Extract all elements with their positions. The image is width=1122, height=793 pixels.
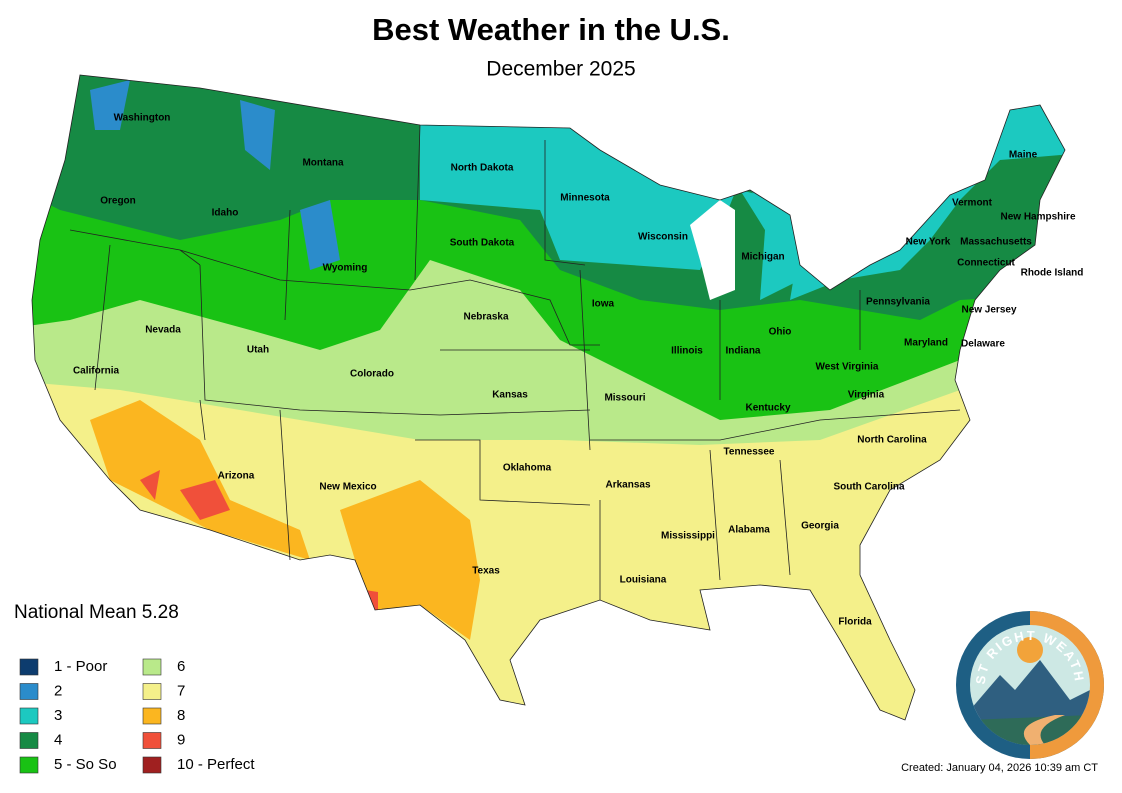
state-label: Idaho <box>212 208 239 219</box>
legend-label: 2 <box>54 682 62 699</box>
legend-label: 7 <box>177 682 185 699</box>
legend-swatch <box>142 683 162 700</box>
state-label: Michigan <box>741 252 784 263</box>
region-8 <box>90 400 480 640</box>
state-label: New Jersey <box>961 305 1016 316</box>
region-9 <box>140 470 378 615</box>
state-label: Arizona <box>218 471 255 482</box>
legend-swatch <box>19 683 39 700</box>
legend-swatch <box>19 707 39 725</box>
state-label: Texas <box>472 566 500 577</box>
state-label: Montana <box>302 158 344 169</box>
state-label: Tennessee <box>724 447 775 458</box>
state-label: Wyoming <box>323 263 368 274</box>
legend-swatch <box>19 658 39 676</box>
legend-label: 1 - Poor <box>54 658 107 675</box>
national-mean: National Mean 5.28 <box>14 602 179 623</box>
state-label: Vermont <box>952 198 993 209</box>
lake-michigan <box>690 200 735 300</box>
legend-swatch <box>142 732 162 749</box>
state-label: Kansas <box>492 390 528 401</box>
state-label: Oregon <box>100 196 136 207</box>
logo-path <box>1023 715 1065 745</box>
legend-label: 10 - Perfect <box>177 756 255 773</box>
state-label: Florida <box>838 617 872 628</box>
subtitle: December 2025 <box>486 58 635 81</box>
legend-label: 8 <box>177 707 185 724</box>
legend-label: 6 <box>177 658 185 675</box>
state-label: North Carolina <box>857 435 927 446</box>
state-label: Pennsylvania <box>866 297 930 308</box>
state-label: Maine <box>1009 150 1038 161</box>
state-label: Louisiana <box>620 575 667 586</box>
state-label: Nebraska <box>463 312 508 323</box>
state-label: Maryland <box>904 338 948 349</box>
logo-sun <box>1017 637 1043 663</box>
state-labels: Washington Montana North Dakota Minnesota Ma… <box>73 113 1083 628</box>
legend-swatch <box>142 658 162 676</box>
state-label: Iowa <box>592 299 615 310</box>
state-label: California <box>73 366 120 377</box>
region-3-michigan <box>740 190 800 300</box>
state-label: Massachusetts <box>960 237 1032 248</box>
state-label: Nevada <box>145 325 181 336</box>
us-outline <box>31 74 1066 721</box>
state-label: Missouri <box>604 393 645 404</box>
state-lines <box>69 124 961 600</box>
state-label: Delaware <box>961 339 1005 350</box>
legend-swatch <box>142 707 162 725</box>
title: Best Weather in the U.S. <box>372 12 730 47</box>
region-2 <box>90 80 340 270</box>
state-label: Virginia <box>848 390 885 401</box>
legend-swatch <box>19 732 39 749</box>
state-label: West Virginia <box>816 362 879 373</box>
state-label: Washington <box>114 113 171 124</box>
state-label: Rhode Island <box>1021 268 1084 279</box>
state-label: Indiana <box>725 346 760 357</box>
state-label: North Dakota <box>451 163 514 174</box>
state-label: South Dakota <box>450 238 515 249</box>
state-label: Illinois <box>671 346 703 357</box>
state-label: Alabama <box>728 525 770 536</box>
state-label: Georgia <box>801 521 839 532</box>
state-label: Oklahoma <box>503 463 552 474</box>
state-label: South Carolina <box>833 482 905 493</box>
state-label: Connecticut <box>957 258 1015 269</box>
legend-label: 9 <box>177 731 185 748</box>
state-label: Colorado <box>350 369 394 380</box>
state-label: New York <box>906 237 951 248</box>
state-label: New Hampshire <box>1000 212 1075 223</box>
state-label: Utah <box>247 345 269 356</box>
state-label: Arkansas <box>605 480 650 491</box>
legend: 1 - Poor 2 3 4 5 - So So 6 7 8 9 10 - Perfect <box>19 658 255 774</box>
legend-label: 3 <box>54 707 62 724</box>
legend-swatch <box>142 756 162 774</box>
state-label: Ohio <box>769 327 792 338</box>
created: Created: January 04, 2026 10:39 am CT <box>901 762 1098 774</box>
state-label: Wisconsin <box>638 232 688 243</box>
state-label: Minnesota <box>560 193 610 204</box>
legend-label: 4 <box>54 731 62 748</box>
state-label: Mississippi <box>661 531 715 542</box>
state-label: Kentucky <box>745 403 790 414</box>
legend-swatch <box>19 756 39 774</box>
state-borders <box>31 74 1066 721</box>
state-label: New Mexico <box>319 482 376 493</box>
legend-label: 5 - So So <box>54 756 117 773</box>
